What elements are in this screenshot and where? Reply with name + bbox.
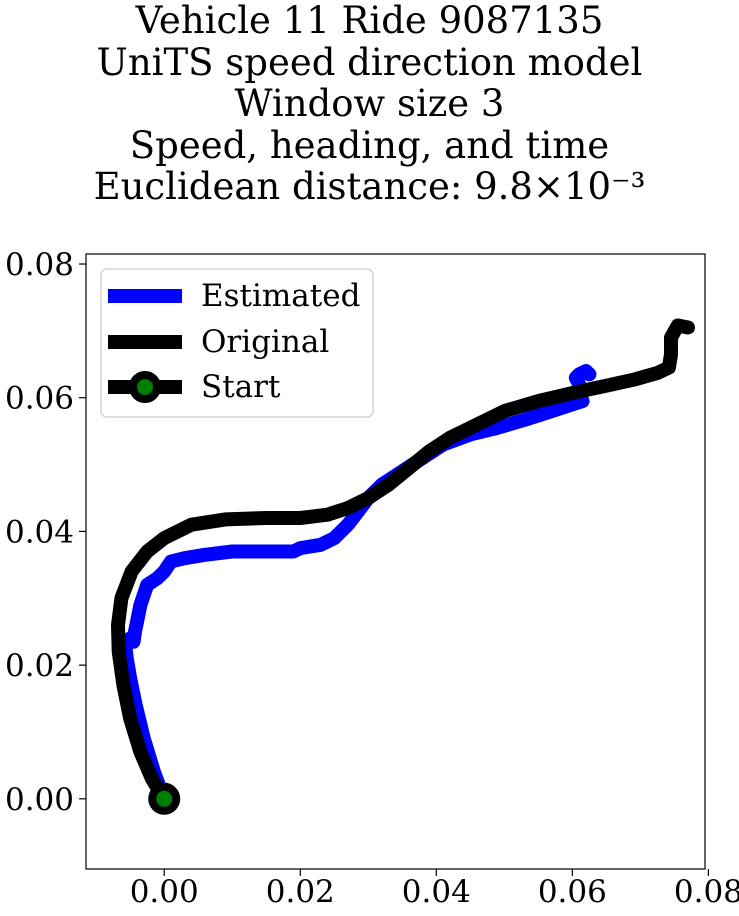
title-line-5: Euclidean distance: 9.8×10⁻³ — [93, 165, 646, 208]
x-tick-label: 0.04 — [402, 874, 471, 910]
series-layer — [111, 318, 695, 815]
chart-title: Vehicle 11 Ride 9087135 UniTS speed dire… — [0, 0, 739, 208]
title-line-1: Vehicle 11 Ride 9087135 — [135, 0, 604, 42]
start-marker — [148, 782, 181, 815]
x-axis: 0.00 0.02 0.04 0.06 0.08 — [130, 869, 739, 910]
legend: Estimated Original Start — [100, 268, 374, 418]
x-tick-label: 0.06 — [538, 874, 607, 910]
x-tick-label: 0.00 — [130, 874, 199, 910]
legend-start-label: Start — [201, 369, 281, 405]
y-tick-label: 0.06 — [5, 381, 74, 417]
y-tick-label: 0.00 — [5, 782, 74, 818]
y-tick-label: 0.02 — [5, 648, 74, 684]
estimated-trajectory-line — [117, 364, 597, 806]
x-tick-label: 0.08 — [674, 874, 739, 910]
y-tick-label: 0.04 — [5, 514, 74, 550]
title-line-2: UniTS speed direction model — [96, 40, 643, 84]
y-tick-label: 0.08 — [5, 247, 74, 283]
legend-start-marker — [129, 371, 161, 403]
y-axis: 0.00 0.02 0.04 0.06 0.08 — [5, 247, 86, 818]
x-tick-label: 0.02 — [266, 874, 335, 910]
original-trajectory-line — [111, 318, 695, 806]
legend-original-label: Original — [201, 324, 329, 360]
plot-frame — [85, 253, 706, 870]
title-line-3: Window size 3 — [234, 82, 505, 125]
title-line-4: Speed, heading, and time — [129, 123, 610, 167]
legend-estimated-label: Estimated — [201, 278, 360, 314]
